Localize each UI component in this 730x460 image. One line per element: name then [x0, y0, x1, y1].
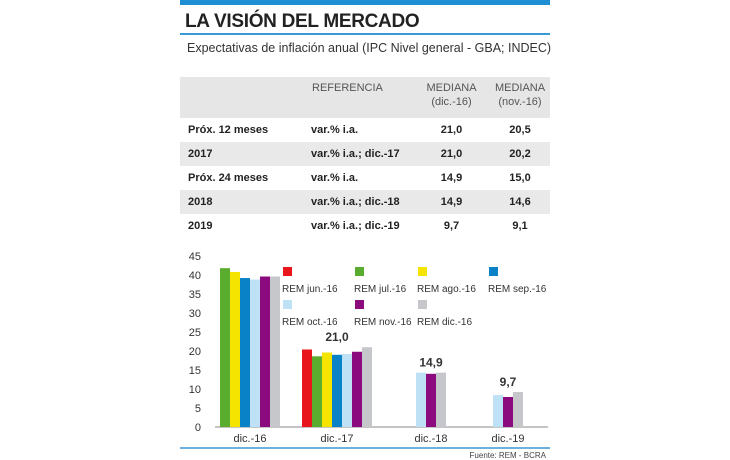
bar-rem-ago-16-dic-17 [322, 352, 332, 427]
row-label: Próx. 24 meses [188, 172, 269, 184]
data-label: 21,0 [325, 330, 349, 344]
header-referencia: REFERENCIA [312, 82, 383, 94]
bar-rem-oct-16-dic-18 [416, 372, 426, 427]
y-tick-label: 0 [195, 422, 201, 434]
row-reference: var.% i.a.; dic.-19 [311, 220, 400, 232]
title-divider [180, 33, 550, 35]
bar-rem-nov-16-dic-18 [426, 373, 436, 427]
source-note: Fuente: REM - BCRA [469, 451, 546, 460]
subtitle: Expectativas de inflación anual (IPC Niv… [187, 41, 552, 55]
legend-label: REM jul.-16 [354, 284, 407, 295]
bar-rem-nov-16-dic-17 [352, 351, 362, 427]
page-title: LA VISIÓN DEL MERCADO [185, 11, 420, 32]
bar-rem-ago-16-dic-16 [230, 271, 240, 427]
row-mediana-nov: 20,5 [509, 124, 531, 136]
table-row: Próx. 24 meses var.% i.a. 14,9 15,0 [180, 166, 550, 190]
legend-swatch [418, 267, 427, 276]
bar-rem-oct-16-dic-16 [250, 279, 260, 427]
bar-rem-jul-16-dic-16 [220, 268, 230, 427]
table-row: Próx. 12 meses var.% i.a. 21,0 20,5 [180, 118, 550, 142]
row-mediana-nov: 15,0 [509, 172, 531, 184]
legend-swatch [489, 267, 498, 276]
bar-rem-jul-16-dic-17 [312, 356, 322, 427]
header-mediana-dic-label: MEDIANA (dic.-16) [426, 82, 477, 108]
row-label: 2018 [188, 196, 213, 208]
data-label: 14,9 [419, 356, 443, 370]
y-tick-label: 10 [189, 384, 201, 396]
row-mediana-dic: 21,0 [440, 124, 463, 136]
bar-rem-dic-16-dic-19 [513, 392, 523, 427]
top-accent-bar [180, 0, 550, 5]
row-reference: var.% i.a.; dic.-17 [311, 148, 400, 160]
bar-rem-jun-16-dic-17 [302, 349, 312, 427]
row-mediana-nov: 14,6 [509, 196, 531, 208]
row-mediana-nov: 9,1 [512, 220, 528, 232]
legend-swatch [355, 267, 364, 276]
y-tick-label: 40 [189, 270, 201, 282]
bar-rem-dic-16-dic-17 [362, 347, 372, 427]
bar-rem-sep-16-dic-17 [332, 354, 342, 427]
legend-label: REM nov.-16 [354, 317, 412, 328]
x-tick-label: dic.-17 [320, 433, 353, 445]
bar-rem-nov-16-dic-19 [503, 396, 513, 427]
legend-label: REM jun.-16 [282, 284, 338, 295]
x-tick-label: dic.-19 [491, 433, 524, 445]
header-mediana-dic: MEDIANA (dic.-16) [413, 77, 490, 118]
bar-rem-nov-16-dic-16 [260, 276, 270, 427]
x-tick-label: dic.-16 [233, 433, 266, 445]
row-label: Próx. 12 meses [188, 124, 269, 136]
bar-rem-oct-16-dic-17 [342, 354, 352, 427]
legend-swatch [283, 300, 292, 309]
bar-rem-dic-16-dic-18 [436, 372, 446, 427]
bar-rem-oct-16-dic-19 [493, 395, 503, 427]
legend-swatch [283, 267, 292, 276]
legend-swatch [355, 300, 364, 309]
table-row: 2018 var.% i.a.; dic.-18 14,9 14,6 [180, 190, 550, 214]
y-tick-label: 30 [189, 308, 201, 320]
y-tick-label: 35 [189, 289, 201, 301]
bar-rem-dic-16-dic-16 [270, 276, 280, 427]
row-reference: var.% i.a.; dic.-18 [311, 196, 400, 208]
expectations-table: REFERENCIA MEDIANA (dic.-16) MEDIANA (no… [180, 77, 550, 238]
table-row: 2017 var.% i.a.; dic.-17 21,0 20,2 [180, 142, 550, 166]
y-tick-label: 5 [195, 403, 201, 415]
row-reference: var.% i.a. [311, 124, 359, 136]
row-mediana-dic: 14,9 [440, 196, 463, 208]
row-mediana-nov: 20,2 [509, 148, 531, 160]
y-tick-label: 20 [189, 346, 201, 358]
y-tick-label: 15 [189, 365, 201, 377]
header-mediana-nov-label: MEDIANA (nov.-16) [494, 82, 546, 108]
legend-label: REM sep.-16 [488, 284, 547, 295]
row-label: 2019 [188, 220, 213, 232]
header-mediana-nov: MEDIANA (nov.-16) [490, 77, 550, 118]
y-tick-label: 45 [189, 251, 201, 263]
bar-rem-sep-16-dic-16 [240, 278, 250, 427]
row-reference: var.% i.a. [311, 172, 359, 184]
row-mediana-dic: 9,7 [443, 220, 460, 232]
table-header-row: REFERENCIA MEDIANA (dic.-16) MEDIANA (no… [180, 77, 550, 118]
legend-label: REM oct.-16 [282, 317, 338, 328]
legend-label: REM dic.-16 [417, 317, 472, 328]
legend-label: REM ago.-16 [417, 284, 476, 295]
table-row: 2019 var.% i.a.; dic.-19 9,7 9,1 [180, 214, 550, 238]
x-tick-label: dic.-18 [414, 433, 447, 445]
y-tick-label: 25 [189, 327, 201, 339]
legend-swatch [418, 300, 427, 309]
row-mediana-dic: 14,9 [440, 172, 463, 184]
row-label: 2017 [188, 148, 213, 160]
row-mediana-dic: 21,0 [440, 148, 463, 160]
data-label: 9,7 [500, 375, 517, 389]
